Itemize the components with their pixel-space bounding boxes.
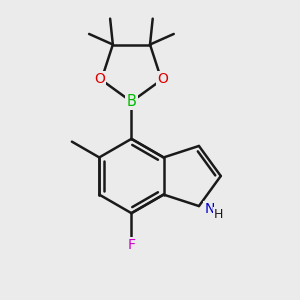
- Text: O: O: [94, 72, 105, 86]
- Text: O: O: [158, 72, 168, 86]
- Text: F: F: [128, 238, 135, 252]
- Text: N: N: [204, 202, 214, 216]
- Text: H: H: [214, 208, 223, 221]
- Text: B: B: [127, 94, 136, 109]
